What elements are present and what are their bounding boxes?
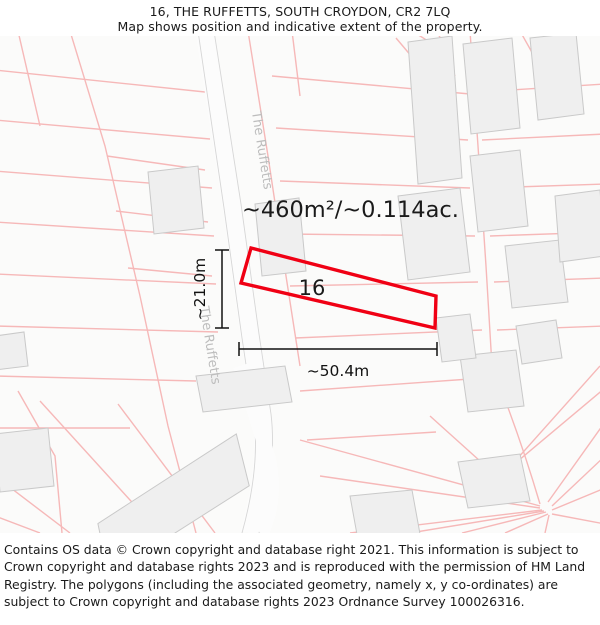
- page-subtitle: Map shows position and indicative extent…: [117, 19, 483, 34]
- road-secondary: [233, 363, 279, 533]
- property-plot-outline[interactable]: [238, 245, 438, 331]
- building-footprints: [0, 36, 600, 533]
- area-label: ~460m²/~0.114ac.: [242, 197, 459, 223]
- page-header: 16, THE RUFFETTS, SOUTH CROYDON, CR2 7LQ…: [0, 0, 600, 36]
- page-title: 16, THE RUFFETTS, SOUTH CROYDON, CR2 7LQ: [149, 4, 451, 19]
- map-canvas[interactable]: The Ruffetts The Ruffetts ~460m²/~0.114a…: [0, 36, 600, 533]
- height-dimension-label: ~21.0m: [191, 258, 209, 321]
- copyright-text: Contains OS data © Crown copyright and d…: [4, 542, 586, 610]
- width-dimension-label: ~50.4m: [307, 362, 370, 380]
- height-dimension-line: [215, 249, 229, 329]
- map-svg: The Ruffetts The Ruffetts ~460m²/~0.114a…: [0, 36, 600, 533]
- width-dimension-line: [238, 342, 438, 356]
- copyright-footer: Contains OS data © Crown copyright and d…: [0, 533, 600, 625]
- plot-number-label: 16: [299, 276, 326, 300]
